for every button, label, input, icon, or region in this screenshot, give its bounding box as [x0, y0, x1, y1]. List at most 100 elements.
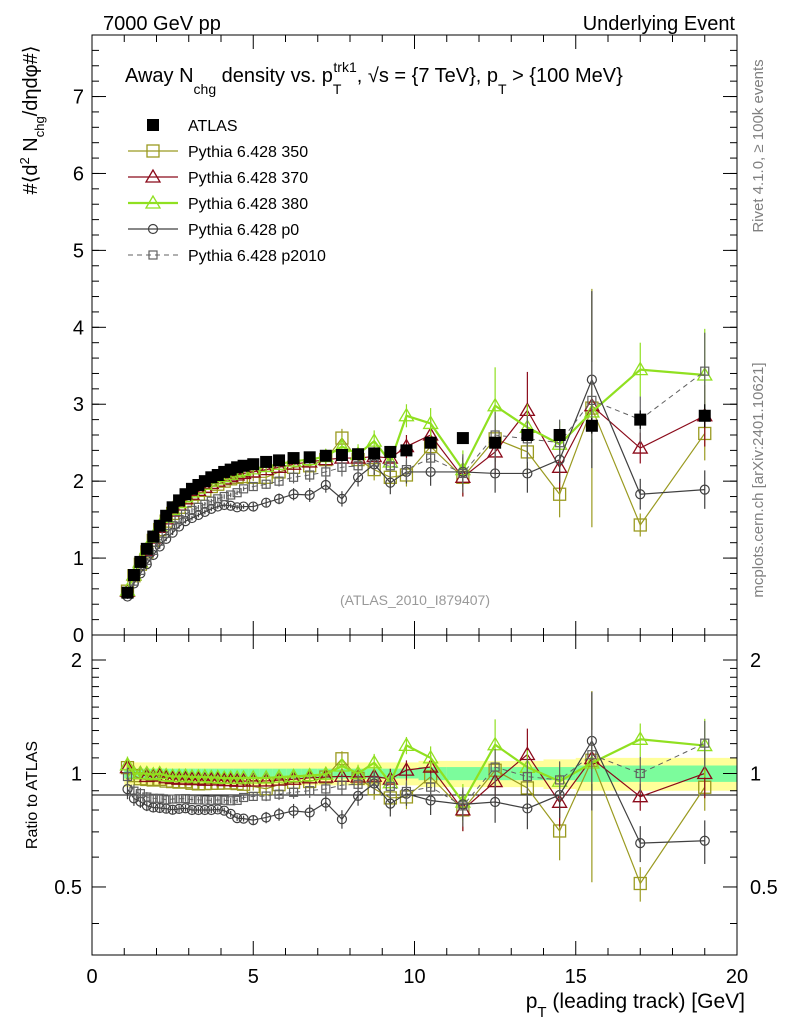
point-p0: [304, 489, 315, 501]
point-atlas: [140, 542, 153, 555]
point-atlas: [127, 569, 140, 581]
ratio-point-p370: [245, 772, 262, 787]
ratio-point-p0: [490, 796, 501, 808]
point-p0: [288, 489, 299, 500]
point-p2010: [248, 481, 258, 492]
ratio-point-p350: [633, 876, 647, 891]
ratio-point-p0: [304, 807, 315, 818]
ratio-point-p0: [699, 835, 710, 846]
point-atlas: [121, 586, 134, 599]
ratio-point-p0: [148, 802, 159, 813]
point-p0: [699, 484, 710, 495]
ratio-point-p2010: [174, 794, 184, 804]
series-p380: [119, 328, 713, 597]
series-line-p2010: [127, 370, 706, 594]
ratio-point-p2010: [122, 771, 133, 782]
ratio-ytick-label: 1: [71, 763, 82, 785]
legend-label-atlas: ATLAS: [188, 118, 238, 135]
ratio-point-p2010: [555, 775, 565, 785]
point-atlas: [335, 449, 348, 461]
ratio-point-p2010: [142, 792, 152, 802]
point-atlas: [698, 409, 711, 422]
point-p2010: [353, 461, 363, 471]
ratio-point-p2010: [193, 795, 204, 805]
ratio-point-p2010: [129, 786, 139, 796]
main-y-label: #⟨d2 Nchg/dηdφ#⟩: [17, 45, 47, 194]
ratio-point-p370: [258, 772, 275, 787]
legend-label-p0: Pythia 6.428 p0: [188, 222, 299, 239]
main-ytick-label: 3: [73, 394, 84, 416]
ratio-point-p0: [238, 813, 249, 824]
ratio-point-p380: [145, 766, 162, 781]
ratio-point-p2010: [337, 780, 347, 790]
ratio-point-p2010: [180, 793, 191, 804]
point-p0: [167, 527, 178, 538]
point-p2010: [238, 484, 249, 494]
point-p2010: [305, 470, 315, 480]
ratio-point-p2010: [426, 782, 436, 792]
ratio-point-p380: [258, 769, 275, 784]
point-p2010: [458, 468, 468, 479]
ratio-point-p0: [273, 809, 285, 820]
legend-entry-p380: Pythia 6.428 380: [128, 194, 308, 213]
point-p2010: [321, 467, 331, 477]
point-p2010: [587, 395, 597, 405]
point-p0: [385, 477, 396, 488]
ratio-point-p380: [245, 769, 262, 784]
ratio-point-p2010: [458, 801, 468, 811]
point-p2010: [700, 366, 710, 376]
ratio-point-p2010: [274, 789, 284, 799]
ratio-ytick-label-right: 2: [750, 650, 761, 672]
point-p0: [180, 516, 191, 527]
xtick-label: 5: [248, 966, 259, 988]
ratio-point-p2010: [369, 776, 379, 786]
legend-entry-p350: Pythia 6.428 350: [128, 144, 308, 161]
ratio-point-p2010: [700, 738, 710, 748]
point-atlas: [521, 429, 534, 441]
analysis-watermark: (ATLAS_2010_I879407): [340, 592, 490, 608]
point-p380: [486, 397, 504, 412]
point-p2010: [187, 505, 197, 515]
legend-marker-p370: [144, 168, 162, 183]
ratio-point-p370: [696, 765, 713, 780]
ratio-point-p380: [422, 749, 439, 764]
point-p0: [635, 489, 646, 500]
plot-title: Away Nchg density vs. pTtrk1, √s = {7 Te…: [125, 59, 623, 97]
point-atlas: [303, 451, 316, 464]
point-atlas: [319, 449, 332, 462]
ratio-point-p380: [270, 768, 288, 783]
point-atlas: [237, 459, 250, 472]
xtick-label: 15: [565, 966, 587, 988]
legend-marker-p2010: [148, 250, 158, 260]
point-p2010: [274, 476, 284, 486]
ratio-point-p0: [199, 804, 210, 816]
point-atlas: [147, 530, 160, 543]
point-p0: [212, 501, 223, 512]
ratio-point-p0: [180, 803, 191, 814]
ratio-panel: 0.5 0.51 12 20 5 10 15 20 Ratio to ATLAS pT (le…: [24, 634, 778, 1021]
ratio-point-p380: [366, 754, 383, 769]
point-atlas: [273, 454, 286, 467]
legend-marker-p380: [144, 194, 162, 209]
ratio-point-p2010: [206, 795, 216, 805]
ratio-band-green: [398, 768, 420, 779]
ratio-point-p2010: [238, 792, 249, 803]
point-atlas: [352, 448, 365, 461]
rivet-label: Rivet 4.1.0, ≥ 100k events: [750, 59, 767, 232]
point-p380: [366, 432, 383, 447]
ratio-point-p0: [248, 814, 259, 826]
series-p350: [120, 288, 712, 598]
ratio-point-p380: [632, 731, 649, 745]
point-p370: [245, 463, 262, 478]
point-p2010: [385, 461, 395, 471]
point-atlas: [424, 436, 437, 449]
xtick-label: 0: [86, 966, 97, 988]
ratio-point-p2010: [490, 762, 500, 772]
ratio-point-p2010: [187, 794, 197, 805]
point-atlas: [287, 452, 300, 465]
point-atlas: [260, 455, 273, 468]
ratio-point-p0: [336, 814, 348, 825]
point-p0: [199, 506, 210, 518]
ratio-point-p0: [385, 798, 396, 809]
ratio-point-p370: [422, 758, 439, 773]
